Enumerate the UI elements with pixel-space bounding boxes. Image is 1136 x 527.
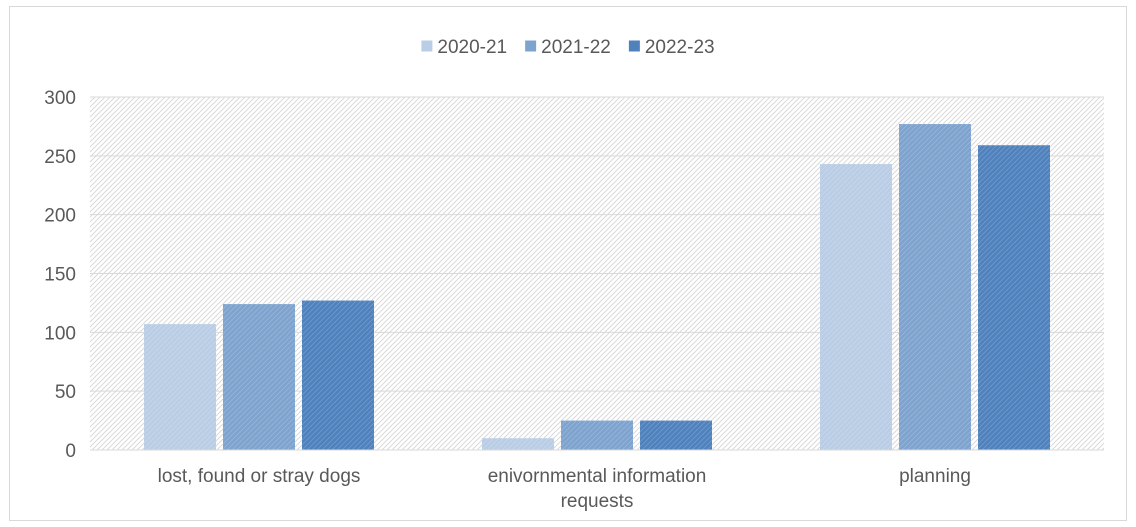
y-tick-label: 300 xyxy=(44,88,76,109)
legend-label: 2021-22 xyxy=(541,37,611,58)
bar-texture xyxy=(820,164,892,450)
x-axis: lost, found or stray dogs enivornmental i… xyxy=(158,466,971,512)
y-tick-label: 250 xyxy=(44,147,76,168)
y-tick-label: 200 xyxy=(44,206,76,227)
bar-texture xyxy=(561,420,633,450)
bar-texture xyxy=(978,145,1050,450)
legend-swatch xyxy=(628,40,640,52)
bar-texture xyxy=(302,300,374,450)
legend-label: 2020-21 xyxy=(437,37,507,58)
bar-texture xyxy=(482,438,554,450)
y-tick-label: 150 xyxy=(44,265,76,286)
y-axis: 0 50 100 150 200 250 300 xyxy=(44,88,76,462)
bar-texture xyxy=(899,124,971,451)
legend: 2020-21 2021-22 2022-23 xyxy=(421,37,715,58)
bar-texture xyxy=(640,420,712,450)
bars xyxy=(144,124,1050,451)
x-category-label: planning xyxy=(899,466,971,487)
legend-label: 2022-23 xyxy=(645,37,715,58)
y-tick-label: 0 xyxy=(65,441,76,462)
y-tick-label: 50 xyxy=(55,382,76,403)
legend-swatch xyxy=(525,40,537,52)
x-category-label: lost, found or stray dogs xyxy=(158,466,361,487)
x-category-label: enivornmental information xyxy=(488,466,707,487)
legend-swatch xyxy=(421,40,433,52)
bar-texture xyxy=(223,304,295,450)
bar-chart: 2020-21 2021-22 2022-23 0 50 100 150 200 250 300… xyxy=(44,37,1104,512)
chart-frame: 2020-21 2021-22 2022-23 0 50 100 150 200 250 300… xyxy=(9,6,1127,521)
bar-texture xyxy=(144,324,216,450)
y-tick-label: 100 xyxy=(44,323,76,344)
x-category-label: requests xyxy=(561,491,634,512)
